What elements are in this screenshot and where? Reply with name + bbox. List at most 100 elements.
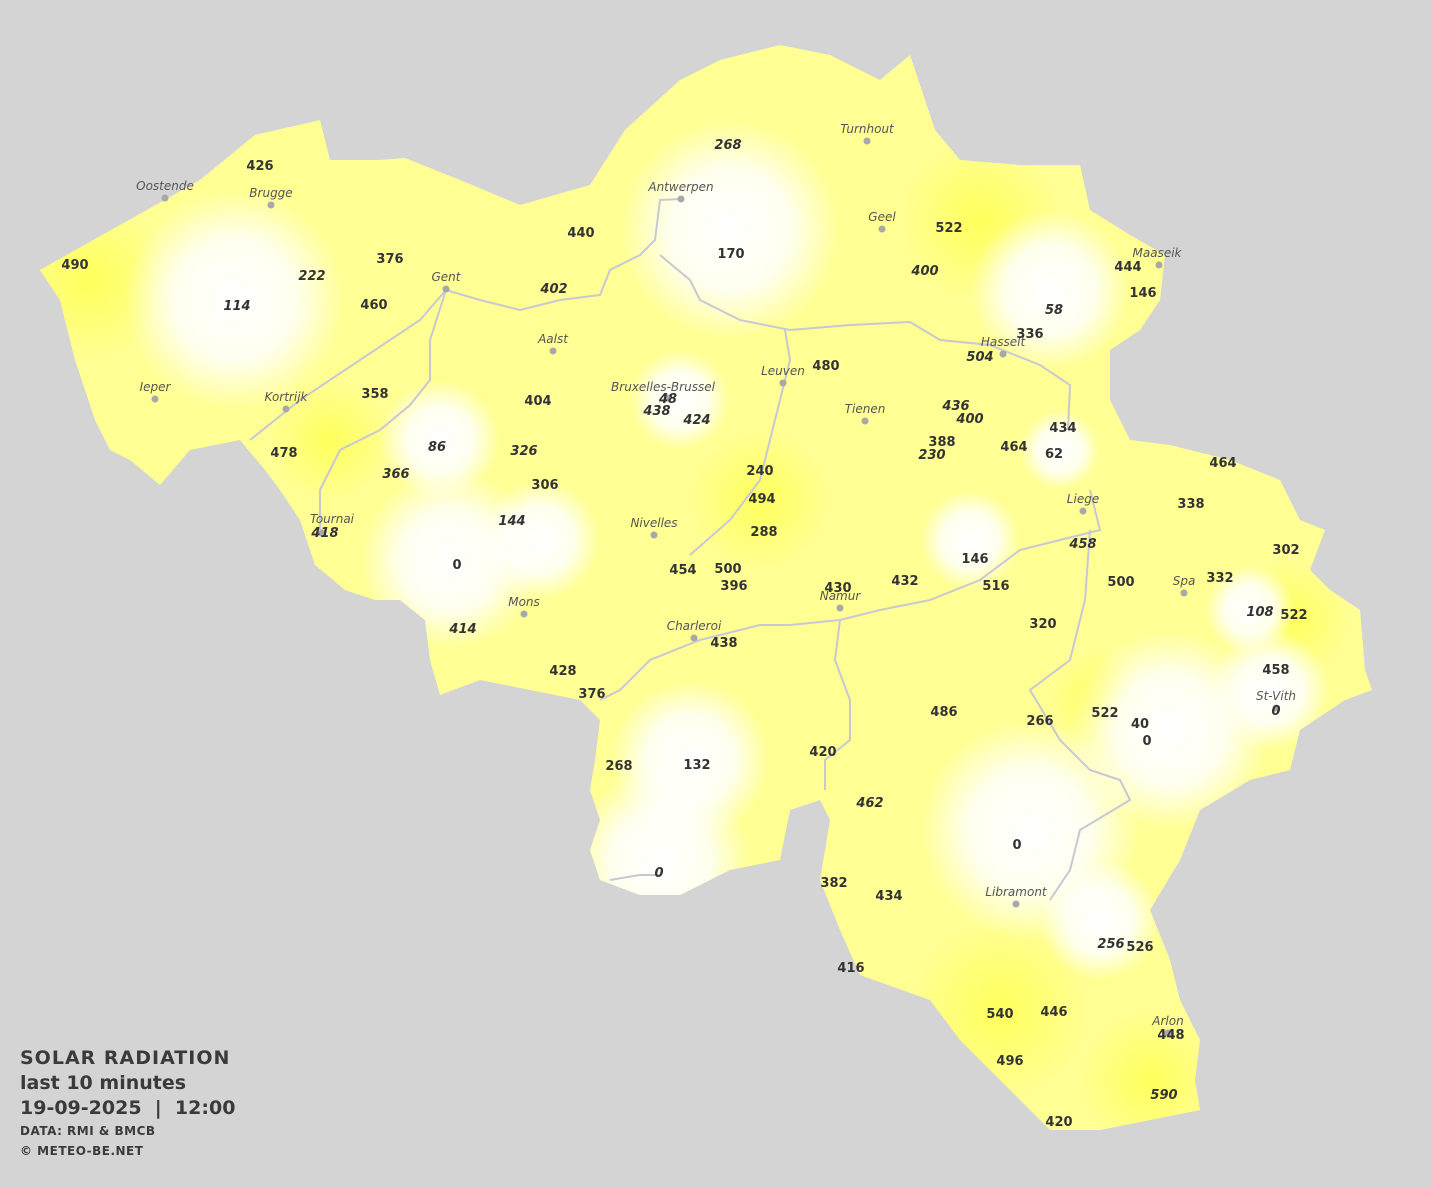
reading-value: 388 (928, 435, 955, 450)
reading-value: 48 (658, 392, 677, 407)
city-arlon: Arlon (1151, 1014, 1184, 1037)
city-dot (650, 531, 658, 539)
city-dot (1012, 900, 1020, 908)
field-blob (570, 770, 750, 950)
reading-value: 500 (1107, 575, 1134, 590)
city-dot (1164, 1029, 1172, 1037)
river (824, 619, 851, 790)
reading-value: 0 (1142, 734, 1151, 749)
city-libramont: Libramont (985, 885, 1048, 908)
reading-value: 170 (717, 247, 744, 262)
city-label: Namur (820, 589, 862, 603)
city-dot (549, 347, 557, 355)
city-dot (282, 405, 290, 413)
reading-value: 504 (966, 350, 993, 365)
reading-value: 490 (61, 258, 88, 273)
city-label: Tournai (310, 512, 355, 526)
city-maaseik: Maaseik (1133, 246, 1183, 269)
reading-value: 516 (982, 579, 1009, 594)
city-dot (1272, 704, 1280, 712)
city-label: Turnhout (840, 122, 895, 136)
reading-value: 404 (524, 394, 551, 409)
city-label: St-Vith (1256, 689, 1296, 703)
city-label: Gent (432, 270, 462, 284)
reading-value: 486 (930, 705, 957, 720)
city-aalst: Aalst (537, 332, 569, 355)
reading-value: 496 (996, 1054, 1023, 1069)
city-label: Bruxelles-Brussel (611, 380, 716, 394)
legend: SOLAR RADIATION last 10 minutes 19-09-20… (20, 1046, 235, 1161)
city-label: Tienen (845, 402, 886, 416)
reading-value: 460 (360, 298, 387, 313)
city-nivelles: Nivelles (630, 516, 678, 539)
river (599, 489, 1102, 701)
city-ieper: Ieper (140, 380, 172, 403)
reading-value: 500 (714, 562, 741, 577)
reading-value: 396 (720, 579, 747, 594)
city-dot (267, 201, 275, 209)
city-dot (690, 634, 698, 642)
field-blob (1205, 565, 1295, 655)
reading-value: 302 (1272, 543, 1299, 558)
city-tienen: Tienen (845, 402, 886, 425)
reading-value: 414 (448, 622, 476, 637)
city-dot (999, 350, 1007, 358)
reading-value: 424 (682, 413, 710, 428)
river (609, 874, 660, 881)
city-label: Leuven (761, 364, 805, 378)
city-dot (151, 395, 159, 403)
reading-value: 62 (1045, 447, 1063, 462)
reading-value: 358 (361, 387, 388, 402)
field-blob (1040, 860, 1160, 980)
city-spa: Spa (1173, 574, 1195, 597)
city-label: Nivelles (630, 516, 677, 530)
reading-value: 522 (1091, 706, 1118, 721)
reading-value: 444 (1114, 260, 1141, 275)
field-blob (270, 380, 390, 500)
reading-value: 402 (539, 282, 567, 297)
city-dot (863, 137, 871, 145)
city-label: Aalst (537, 332, 569, 346)
city-label: Hasselt (981, 335, 1027, 349)
city-dot (664, 394, 672, 402)
reading-value: 436 (941, 399, 969, 414)
reading-value: 0 (1271, 704, 1280, 719)
reading-value: 144 (498, 514, 525, 529)
city-label: Kortrijk (265, 390, 309, 404)
river (319, 289, 447, 530)
city-charleroi: Charleroi (667, 619, 722, 642)
reading-value: 420 (809, 745, 836, 760)
city-dot (861, 417, 869, 425)
city-label: Liege (1067, 492, 1099, 506)
reading-value: 288 (750, 525, 777, 540)
city-dot (318, 529, 326, 537)
reading-value: 438 (710, 636, 737, 651)
city-label: Mons (508, 595, 540, 609)
reading-value: 480 (812, 359, 839, 374)
legend-copyright: © METEO-BE.NET (20, 1144, 144, 1158)
city-label: Ieper (140, 380, 172, 394)
reading-value: 590 (1150, 1088, 1177, 1103)
reading-value: 416 (837, 961, 864, 976)
field-blob (1020, 410, 1100, 490)
reading-value: 0 (654, 866, 663, 881)
reading-value: 458 (1068, 537, 1096, 552)
reading-value: 146 (1129, 286, 1156, 301)
city-turnhout: Turnhout (840, 122, 895, 145)
reading-value: 132 (683, 758, 710, 773)
city-bruxelles-brussel: Bruxelles-Brussel (611, 380, 716, 402)
field-blob (970, 210, 1130, 370)
reading-value: 266 (1026, 714, 1053, 729)
city-brugge: Brugge (249, 186, 293, 209)
reading-value: 462 (855, 796, 883, 811)
reading-value: 430 (824, 581, 851, 596)
field-blob (125, 190, 345, 410)
city-kortrijk: Kortrijk (265, 390, 309, 413)
reading-value: 400 (955, 412, 983, 427)
legend-title: SOLAR RADIATION (20, 1047, 231, 1069)
city-leuven: Leuven (761, 364, 805, 387)
reading-value: 58 (1045, 303, 1063, 318)
